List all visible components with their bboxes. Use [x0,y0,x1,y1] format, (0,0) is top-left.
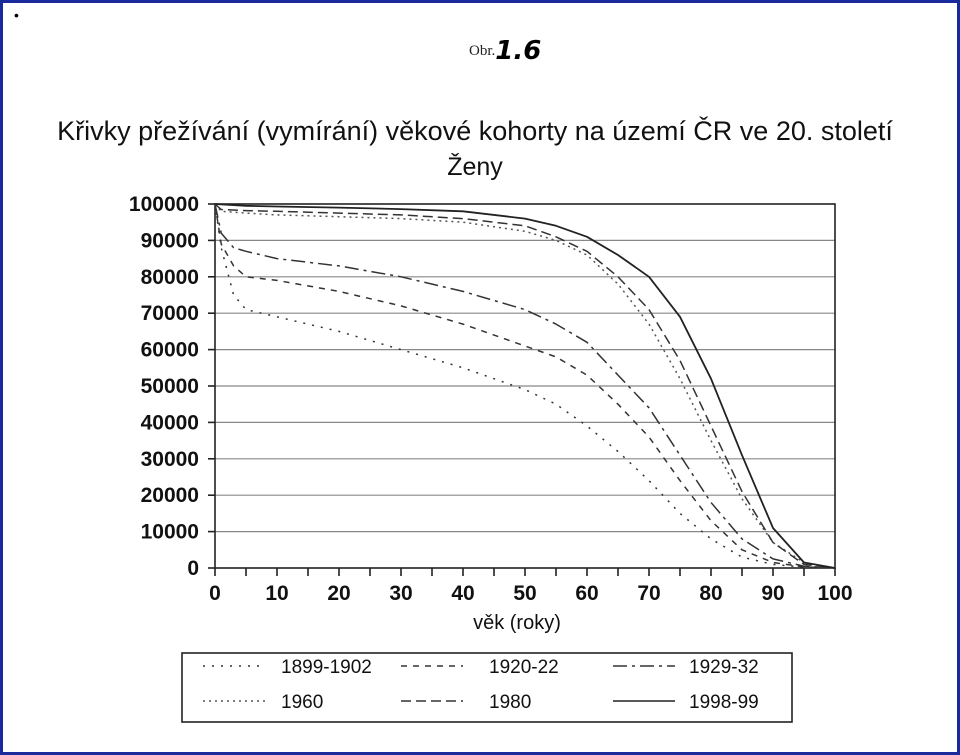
figure-label: Obr.1.6 [469,36,541,66]
y-tick-label: 30000 [141,448,199,471]
x-tick-label: 50 [513,582,536,605]
x-tick-label: 70 [637,582,660,605]
survival-chart: 0100002000030000400005000060000700008000… [129,193,853,723]
series-line-1998-99 [214,203,836,569]
legend-label-1960: 1960 [281,692,323,713]
series-line-1929-32 [214,203,836,569]
legend-label-1920-22: 1920-22 [489,657,559,678]
bullet-marker: • [14,7,19,23]
y-tick-label: 70000 [141,302,199,325]
x-tick-label: 80 [699,582,722,605]
legend-label-1899-1902: 1899-1902 [281,657,372,678]
x-tick-label: 90 [761,582,784,605]
series-line-1920-22 [214,203,836,569]
series-lines [214,203,836,569]
y-tick-label: 100000 [129,193,199,216]
y-tick-label: 50000 [141,375,199,398]
chart-title: Křivky přežívání (vymírání) věkové kohor… [57,116,893,146]
legend-label-1998-99: 1998-99 [689,692,759,713]
x-tick-label: 100 [817,582,852,605]
x-tick-label: 40 [451,582,474,605]
y-tick-label: 90000 [141,229,199,252]
y-tick-label: 40000 [141,411,199,434]
x-tick-label: 60 [575,582,598,605]
x-tick-label: 0 [209,582,221,605]
y-tick-label: 10000 [141,521,199,544]
x-tick-labels: 0 10 20 30 40 50 60 70 80 90 100 [209,582,852,605]
x-tick-label: 10 [265,582,288,605]
legend-label-1929-32: 1929-32 [689,657,759,678]
x-tick-label: 30 [389,582,412,605]
legend-box [181,652,793,723]
y-tick-label: 20000 [141,484,199,507]
figure-label-prefix: Obr. [469,43,496,59]
legend-label-1980: 1980 [489,692,531,713]
x-axis-label: věk (roky) [473,612,561,634]
y-tick-label: 0 [187,557,199,580]
series-line-1980 [214,203,836,569]
figure-label-number: 1.6 [495,36,542,66]
x-tick-label: 20 [327,582,350,605]
axes [208,203,836,576]
chart-subtitle: Ženy [447,153,503,181]
y-tick-label: 60000 [141,339,199,362]
series-line-1960 [214,203,836,569]
grid-lines [215,239,835,533]
y-tick-label: 80000 [141,266,199,289]
y-tick-labels: 0 10000 20000 30000 40000 50000 60000 70000 8000… [129,193,199,580]
legend: 1899-1902 1920-22 1929-32 1960 1980 1998-99 [181,652,793,723]
